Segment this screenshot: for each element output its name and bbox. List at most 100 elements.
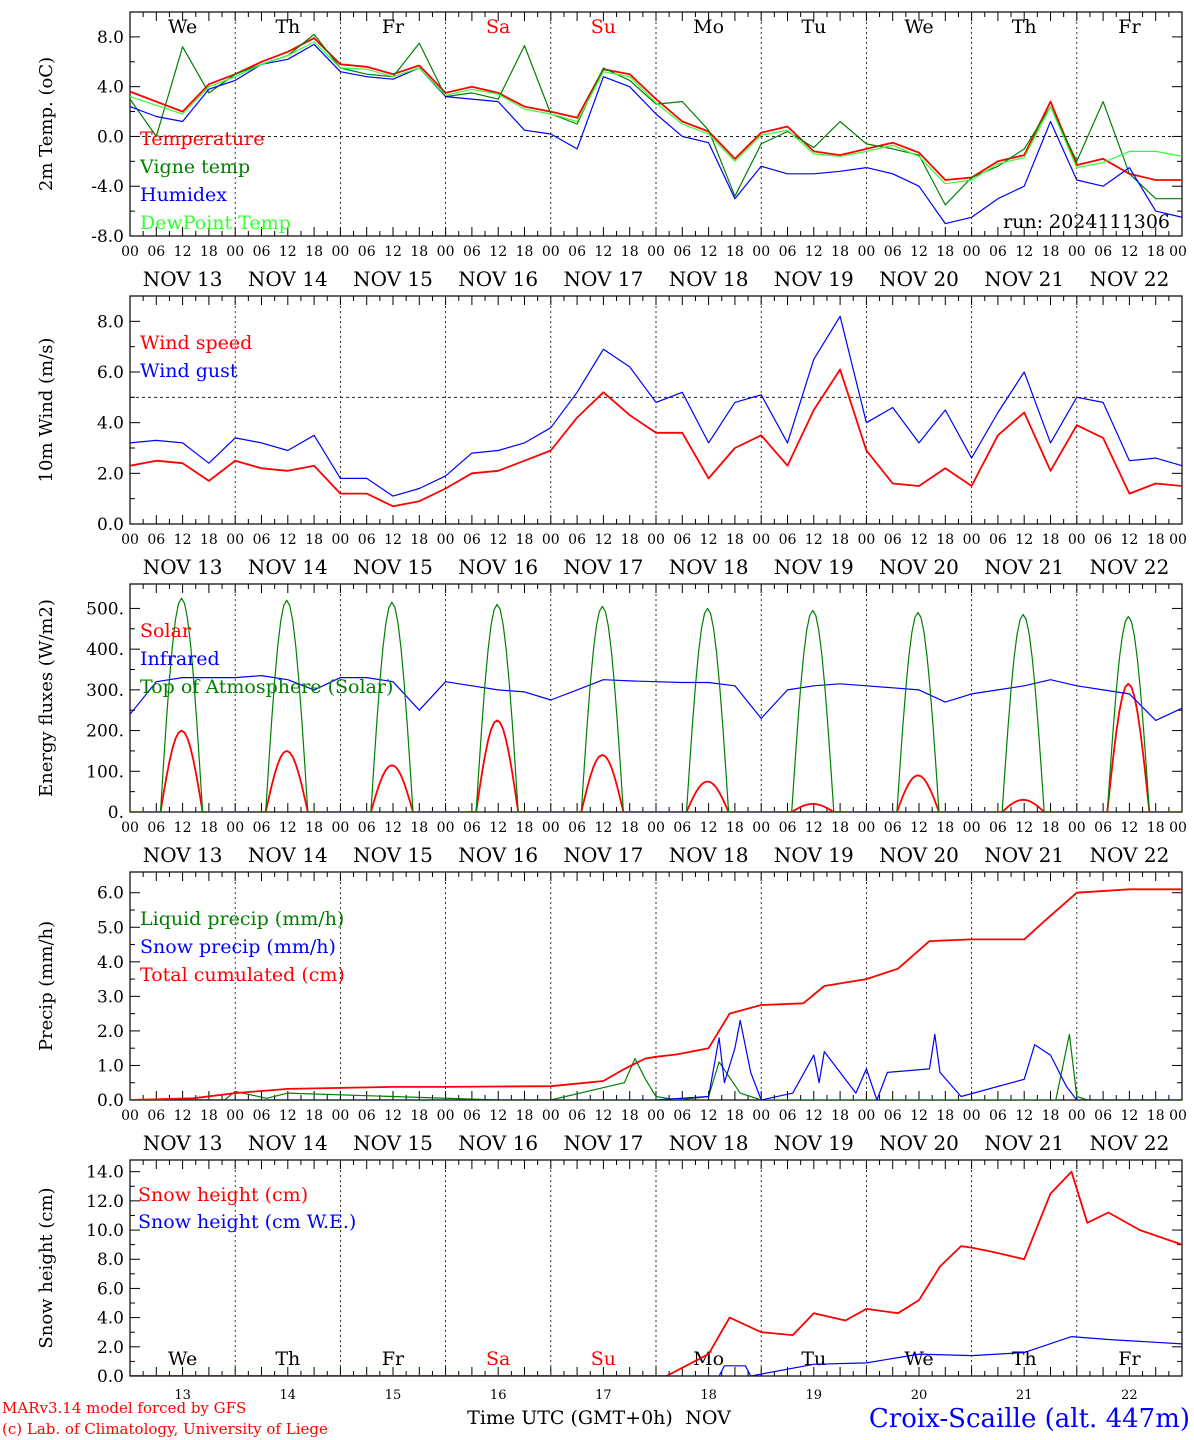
hour-label: 12	[805, 820, 823, 836]
date-label: NOV 20	[879, 267, 959, 291]
hour-label: 00	[963, 244, 981, 260]
day-of-week-label: Fr	[1118, 1348, 1141, 1370]
hour-label: 06	[463, 820, 481, 836]
hour-label: 00	[1068, 1108, 1086, 1124]
hour-label: 06	[779, 244, 797, 260]
hour-label: 00	[437, 1108, 455, 1124]
hour-label: 00	[331, 820, 349, 836]
y-tick-label: 8.0	[97, 312, 124, 332]
hour-label: 18	[621, 1108, 639, 1124]
hour-label: 12	[1120, 1108, 1138, 1124]
hour-label: 06	[253, 820, 271, 836]
legend-entry: Snow height (cm W.E.)	[138, 1211, 356, 1233]
plot-frame	[129, 583, 1183, 813]
date-label: NOV 19	[774, 843, 854, 867]
day-number-label: 18	[700, 1388, 717, 1403]
hour-label: 00	[542, 820, 560, 836]
legend-entry: Top of Atmosphere (Solar)	[140, 676, 393, 698]
hour-label: 18	[200, 1108, 218, 1124]
hour-label: 06	[253, 244, 271, 260]
hour-label: 18	[200, 820, 218, 836]
date-label: NOV 22	[1090, 843, 1170, 867]
plot-frame	[129, 295, 1183, 525]
hour-label: 12	[384, 244, 402, 260]
day-of-week-label: Tu	[801, 1348, 826, 1370]
date-label: NOV 22	[1090, 1131, 1170, 1155]
station-label: Croix-Scaille (alt. 447m)	[869, 1404, 1190, 1434]
hour-label: 18	[1147, 532, 1165, 548]
y-tick-label: 6.0	[97, 884, 124, 904]
hour-label: 18	[831, 244, 849, 260]
date-label: NOV 15	[353, 267, 433, 291]
series-line-top-of-atmosphere-solar-	[130, 597, 1182, 812]
hour-label: 12	[700, 532, 718, 548]
y-tick-label: 4.0	[97, 414, 124, 434]
legend-entry: Total cumulated (cm)	[140, 964, 345, 986]
hour-label: 00	[437, 244, 455, 260]
hour-label: 12	[279, 532, 297, 548]
y-tick-label: 500.	[86, 599, 124, 619]
date-label: NOV 17	[564, 267, 644, 291]
hour-label: 18	[621, 244, 639, 260]
panel-4: 0.0 1.0 2.0 3.0 4.0 5.0 6.0 Precip (mm/h) 00 06 12…	[36, 871, 1187, 1155]
hour-label: 18	[1147, 1108, 1165, 1124]
day-of-week-label: Tu	[801, 16, 826, 38]
hour-label: 00	[542, 532, 560, 548]
hour-label: 00	[1068, 532, 1086, 548]
date-label: NOV 13	[143, 267, 223, 291]
hour-label: 06	[463, 244, 481, 260]
hour-label: 12	[910, 1108, 928, 1124]
date-label: NOV 21	[984, 843, 1064, 867]
plot-frame	[129, 871, 1183, 1101]
date-label: NOV 22	[1090, 555, 1170, 579]
hour-label: 18	[410, 532, 428, 548]
hour-label: 06	[568, 1108, 586, 1124]
y-tick-label: 4.0	[97, 953, 124, 973]
hour-label: 06	[358, 820, 376, 836]
legend-entry: Wind speed	[140, 332, 252, 354]
hour-label: 18	[516, 820, 534, 836]
hour-label: 18	[936, 244, 954, 260]
y-tick-label: 12.0	[86, 1192, 124, 1212]
date-label: NOV 22	[1090, 267, 1170, 291]
hour-label: 06	[673, 244, 691, 260]
hour-label: 06	[884, 1108, 902, 1124]
hour-label: 00	[226, 1108, 244, 1124]
day-of-week-label: Th	[275, 16, 300, 38]
series-line-humidex	[130, 43, 1182, 225]
legend-entry: Infrared	[140, 648, 220, 670]
hour-label: 06	[673, 1108, 691, 1124]
hour-label: 18	[831, 532, 849, 548]
hour-label: 12	[174, 532, 192, 548]
hour-label: 06	[989, 1108, 1007, 1124]
day-of-week-label: Fr	[382, 1348, 405, 1370]
hour-label: 06	[779, 820, 797, 836]
y-tick-label: 400.	[86, 640, 124, 660]
hour-label: 00	[752, 820, 770, 836]
date-label: NOV 21	[984, 1131, 1064, 1155]
hour-label: 18	[726, 244, 744, 260]
day-number-label: 22	[1121, 1388, 1138, 1403]
hour-label: 06	[779, 532, 797, 548]
y-tick-label: 4.0	[97, 78, 124, 98]
hour-label: 00	[542, 1108, 560, 1124]
hour-label: 00	[857, 1108, 875, 1124]
hour-label: 06	[989, 244, 1007, 260]
date-label: NOV 17	[564, 1131, 644, 1155]
hour-label: 12	[489, 244, 507, 260]
hour-label: 12	[910, 244, 928, 260]
y-tick-label: 0.0	[97, 1367, 124, 1387]
hour-label: 00	[963, 1108, 981, 1124]
legend-entry: Humidex	[140, 184, 227, 206]
date-label: NOV 21	[984, 555, 1064, 579]
hour-label: 12	[805, 532, 823, 548]
hour-label: 06	[568, 820, 586, 836]
day-of-week-label: Su	[591, 16, 616, 38]
hour-label: 12	[384, 532, 402, 548]
hour-label: 06	[1094, 244, 1112, 260]
footer: 13 14 15 16 17 18 19 20 21 22 Time UTC (GMT+0h) NOV…	[2, 1388, 1190, 1438]
day-number-label: 21	[1016, 1388, 1033, 1403]
hour-label: 00	[752, 244, 770, 260]
date-label: NOV 14	[248, 267, 328, 291]
hour-label: 12	[279, 1108, 297, 1124]
